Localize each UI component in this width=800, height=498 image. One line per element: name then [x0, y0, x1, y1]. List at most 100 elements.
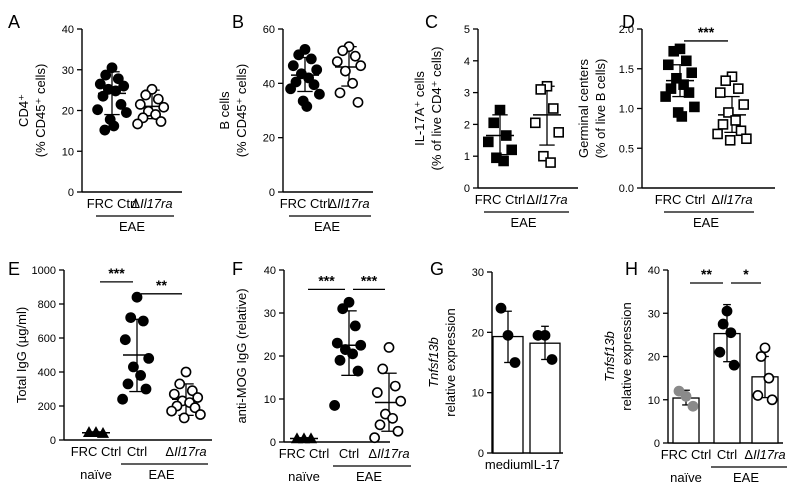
y-tick-label: 0 — [270, 437, 276, 449]
x-category-label-part: Il17ra — [720, 192, 753, 207]
data-point — [331, 56, 343, 67]
x-category-label-part: Ctrl — [127, 444, 147, 459]
panel-letter: H — [625, 259, 638, 279]
data-point — [676, 111, 688, 122]
data-point — [717, 318, 729, 330]
y-axis-title: Tnfsf13b — [602, 331, 617, 382]
y-tick-label: 40 — [648, 265, 660, 277]
data-point — [132, 118, 143, 130]
y-tick-label: 0 — [464, 183, 470, 195]
data-point — [287, 60, 299, 72]
x-category-label-part: FRC Ctrl — [87, 196, 138, 211]
data-point — [766, 394, 778, 406]
data-point — [166, 405, 177, 417]
x-category-label-part: Il17ra — [753, 447, 786, 462]
data-point — [143, 352, 155, 364]
x-category-label-part: FRC Ctrl — [661, 447, 712, 462]
x-category-label: ΔIl17ra — [744, 447, 785, 462]
y-tick-label: 40 — [264, 265, 276, 277]
y-axis-title: Germinal centers — [576, 59, 591, 158]
x-category-label-part: FRC Ctrl — [71, 444, 122, 459]
x-category-label: Ctrl — [717, 447, 737, 462]
data-point — [755, 351, 767, 362]
group-label: EAE — [119, 219, 145, 234]
data-point — [352, 365, 364, 377]
x-category-label-part: Il17ra — [337, 196, 370, 211]
data-point — [119, 334, 131, 346]
y-tick-label: 30 — [648, 308, 660, 320]
x-category-label: FRC Ctrl — [475, 192, 526, 207]
group-label: naïve — [670, 470, 702, 485]
x-category-label-part: Δ — [744, 447, 753, 462]
x-category-label-part: IL-17 — [530, 457, 560, 472]
data-point — [347, 348, 358, 360]
data-point — [106, 62, 118, 74]
y-tick-label: 200 — [38, 401, 56, 413]
significance-label: *** — [361, 272, 378, 288]
data-point — [763, 372, 775, 384]
x-category-label: ΔIl17ra — [368, 446, 409, 461]
data-point — [723, 107, 734, 118]
data-point — [352, 96, 364, 108]
y-tick-label: 30 — [264, 308, 276, 320]
data-point — [374, 419, 386, 431]
y-tick-label: 1 — [464, 151, 470, 163]
y-tick-label: 5 — [464, 24, 470, 36]
data-point — [546, 354, 558, 365]
y-tick-label: 2.0 — [619, 24, 634, 36]
x-category-label: ΔIl17ra — [131, 196, 172, 211]
data-point — [140, 383, 152, 395]
data-point — [728, 359, 740, 371]
data-point — [502, 329, 514, 341]
data-point — [355, 60, 367, 72]
x-category-label-part: Δ — [711, 192, 720, 207]
data-point — [174, 378, 186, 390]
data-point — [752, 390, 764, 401]
y-tick-label: 40 — [263, 78, 275, 90]
data-point — [304, 432, 318, 444]
data-point — [355, 339, 367, 351]
data-point — [92, 104, 103, 116]
data-point — [168, 388, 180, 400]
data-point — [115, 98, 127, 110]
x-category-label: ΔIl17ra — [328, 196, 369, 211]
data-point — [714, 87, 726, 98]
data-point — [724, 135, 736, 146]
data-point — [121, 107, 132, 118]
x-category-label-part: FRC Ctrl — [655, 192, 706, 207]
data-point — [395, 395, 407, 407]
data-point — [285, 83, 296, 95]
data-point — [94, 78, 106, 90]
y-tick-label: 2 — [464, 119, 470, 131]
data-point — [134, 98, 146, 110]
data-point — [347, 77, 358, 89]
x-category-label-part: Ctrl — [717, 447, 737, 462]
data-point — [735, 125, 747, 137]
data-point — [110, 85, 121, 97]
group-label: EAE — [693, 215, 719, 230]
data-point — [547, 103, 559, 114]
x-category-label-part: Ctrl — [339, 446, 359, 461]
significance-label: ** — [701, 266, 712, 282]
y-tick-label: 1.0 — [619, 104, 634, 116]
data-point — [687, 400, 699, 412]
group-label: EAE — [148, 467, 174, 482]
data-point — [293, 49, 305, 61]
y-tick-label: 3 — [464, 88, 470, 100]
group-label: naïve — [288, 469, 320, 484]
data-point — [506, 144, 518, 156]
data-point — [343, 296, 355, 308]
y-axis-title: relative expression — [443, 308, 458, 416]
data-point — [303, 72, 314, 84]
y-tick-label: 0 — [68, 187, 74, 199]
data-point — [369, 432, 380, 444]
x-category-label-part: FRC Ctrl — [475, 192, 526, 207]
data-point — [665, 83, 677, 94]
significance-label: *** — [108, 265, 125, 281]
data-point — [180, 366, 192, 378]
y-tick-label: 10 — [472, 388, 484, 400]
x-category-label-part: FRC Ctrl — [280, 196, 331, 211]
y-tick-label: 400 — [38, 367, 56, 379]
data-point — [137, 315, 149, 327]
